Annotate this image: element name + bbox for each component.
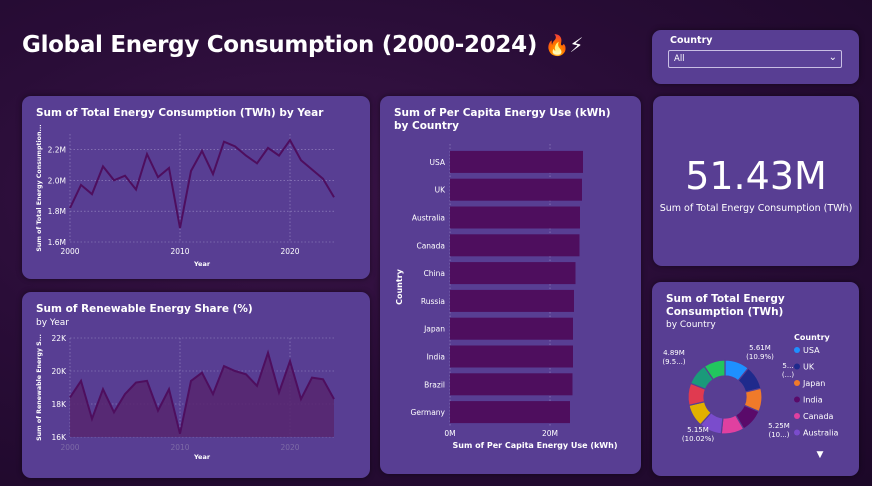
data-label-pct: (10.02%): [682, 435, 714, 443]
slicer-label: Country: [670, 35, 713, 46]
legend-entry: USA: [803, 346, 820, 355]
fire-lightning-icon: 🔥⚡: [544, 33, 584, 57]
legend-entry: Australia: [803, 429, 838, 438]
data-label-pct: (10...): [768, 431, 789, 439]
legend-marker: [794, 363, 800, 370]
x-tick-label: 2000: [60, 247, 79, 256]
y-tick-label: 18K: [52, 400, 68, 409]
bar: [450, 317, 573, 340]
y-tick-label: USA: [429, 158, 445, 167]
card-title: Sum of Per Capita Energy Use (kWh) by Co…: [394, 107, 611, 132]
bar: [450, 345, 573, 368]
card-title: Sum of Renewable Energy Share (%): [36, 303, 253, 315]
series-line: [69, 138, 335, 229]
legend-entry: Japan: [802, 379, 825, 388]
total-energy-line-chart[interactable]: 1.6M 1.8M 2.0M 2.2M 2000 2010 2020 Year Sum of T…: [22, 96, 370, 279]
kpi-value: 51.43M: [685, 154, 827, 198]
legend-entry: India: [803, 396, 823, 405]
bar: [450, 178, 582, 201]
x-axis-title: Sum of Per Capita Energy Use (kWh): [453, 441, 618, 450]
kpi-label: Sum of Total Energy Consumption (TWh): [659, 203, 853, 214]
chevron-down-icon[interactable]: ⌄: [828, 52, 837, 63]
bar: [450, 401, 570, 424]
data-label-value: 5.61M: [749, 344, 771, 352]
per-capita-bar-chart[interactable]: 0M 20M USA UK Australia Canada China Russia Japa…: [380, 96, 641, 474]
bar: [450, 373, 573, 396]
country-dropdown[interactable]: All ⌄: [668, 50, 842, 68]
dropdown-value: All: [674, 54, 685, 64]
country-slicer[interactable]: Country All ⌄: [652, 30, 859, 84]
x-tick-label: 2000: [60, 443, 79, 452]
y-axis-title: Country: [395, 268, 404, 305]
bar: [450, 234, 580, 257]
card-title: Sum of Total Energy Consumption (TWh): [666, 293, 785, 318]
data-label-value: 4.89M: [663, 349, 685, 357]
x-tick-label: 0M: [444, 429, 455, 438]
x-tick-label: 2020: [280, 443, 299, 452]
legend-scroll-down-icon: ▼: [817, 450, 824, 460]
y-tick-label: 1.8M: [48, 207, 66, 216]
y-tick-label: 2.2M: [48, 145, 66, 154]
legend-marker: [794, 413, 800, 419]
y-tick-label: UK: [435, 186, 446, 195]
y-tick-label: Russia: [421, 297, 445, 306]
y-tick-label: 16K: [52, 433, 68, 442]
y-axis-title: Sum of Total Energy Consumption...: [36, 124, 43, 251]
y-tick-label: Germany: [411, 408, 446, 417]
y-tick-label: 1.6M: [48, 238, 66, 247]
card-subtitle: by Year: [36, 318, 69, 328]
y-tick-label: Japan: [423, 325, 445, 334]
series-line: [69, 349, 335, 434]
y-tick-label: 22K: [52, 334, 68, 343]
bar: [450, 206, 580, 229]
x-tick-label: 20M: [542, 429, 558, 438]
y-tick-label: 20K: [52, 367, 68, 376]
x-tick-label: 2010: [170, 443, 189, 452]
y-tick-label: Canada: [416, 241, 445, 250]
y-axis-title: Sum of Renewable Energy S...: [36, 334, 43, 441]
bar: [450, 289, 574, 312]
donut-slice: [703, 359, 726, 381]
y-tick-label: India: [427, 353, 445, 362]
card-subtitle: by Country: [666, 320, 716, 330]
data-label-pct: (...): [782, 371, 794, 379]
renewable-share-by-year-card[interactable]: Sum of Renewable Energy Share (%) by Yea…: [22, 292, 370, 478]
bar: [450, 262, 576, 285]
total-energy-kpi-card[interactable]: 51.43M Sum of Total Energy Consumption (…: [653, 96, 859, 266]
card-title: Sum of Total Energy Consumption (TWh) by…: [36, 107, 324, 119]
x-tick-label: 2010: [170, 247, 189, 256]
legend-title: Country: [794, 333, 831, 342]
legend-entry: Canada: [803, 412, 834, 421]
total-energy-by-year-card[interactable]: Sum of Total Energy Consumption (TWh) by…: [22, 96, 370, 279]
legend-marker: [794, 429, 800, 436]
x-axis-title: Year: [193, 260, 211, 268]
x-axis-title: Year: [193, 453, 211, 461]
y-tick-label: 2.0M: [48, 176, 66, 185]
legend-entry: UK: [803, 363, 815, 372]
energy-by-country-donut-card[interactable]: Sum of Total Energy Consumption (TWh) by…: [652, 282, 859, 476]
data-label-pct: (10.9%): [746, 353, 774, 361]
y-tick-label: China: [424, 269, 445, 278]
area-fill: [70, 352, 334, 437]
data-label-pct: (9.5...): [662, 358, 686, 366]
legend-marker: [794, 380, 800, 386]
data-label-value: 5...: [782, 362, 793, 370]
legend-marker: [794, 347, 800, 353]
x-tick-label: 2020: [280, 247, 299, 256]
data-label-value: 5.25M: [768, 422, 790, 430]
per-capita-by-country-card[interactable]: Sum of Per Capita Energy Use (kWh) by Co…: [380, 96, 641, 474]
data-label-value: 5.15M: [687, 426, 709, 434]
dashboard-title-text: Global Energy Consumption (2000-2024): [22, 32, 538, 58]
bar: [450, 150, 583, 173]
y-tick-label: Brazil: [424, 380, 445, 389]
y-tick-label: Australia: [412, 214, 445, 223]
legend-marker: [794, 396, 800, 403]
dashboard-title: Global Energy Consumption (2000-2024) 🔥⚡: [22, 32, 583, 58]
energy-donut-chart[interactable]: 5.61M(10.9%) 5...(...) 5.25M(10...) 5.15M(1…: [652, 282, 859, 476]
